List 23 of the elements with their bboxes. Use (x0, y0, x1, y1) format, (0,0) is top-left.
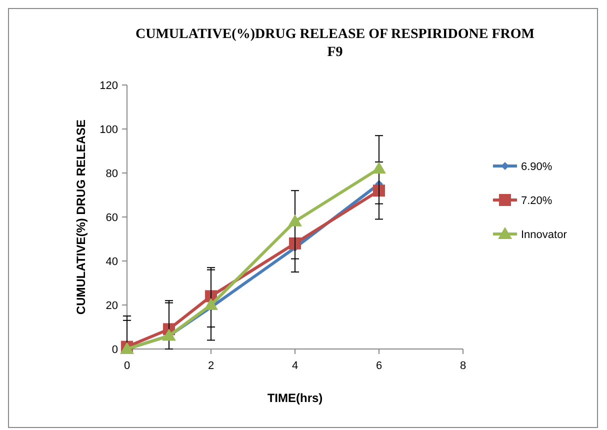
x-tick-label: 0 (124, 360, 130, 372)
y-tick-label: 40 (106, 256, 118, 268)
y-tick-label: 80 (106, 168, 118, 180)
x-tick-label: 8 (460, 360, 466, 372)
legend-label: Innovator (521, 229, 568, 241)
x-axis-title: TIME(hrs) (267, 391, 323, 405)
chart-title: CUMULATIVE(%)DRUG RELEASE OF RESPIRIDONE FROM F9 (135, 27, 535, 60)
legend-label: 6.90% (521, 161, 552, 173)
point (162, 328, 176, 341)
y-tick-label: 100 (100, 124, 118, 136)
y-tick-label: 120 (100, 80, 118, 92)
legend-label: 7.20% (521, 195, 552, 207)
point (204, 298, 218, 310)
x-tick-label: 2 (208, 360, 214, 372)
x-tick-label: 6 (376, 360, 382, 372)
point (288, 214, 302, 226)
y-axis-title: CUMULATIVE(%) DRUG RELEASE (74, 119, 88, 315)
point (373, 184, 385, 197)
point (372, 162, 386, 174)
y-tick-label: 20 (106, 300, 118, 312)
y-tick-label: 60 (106, 212, 118, 224)
x-tick-label: 4 (292, 360, 298, 372)
y-tick-label: 0 (112, 344, 118, 356)
